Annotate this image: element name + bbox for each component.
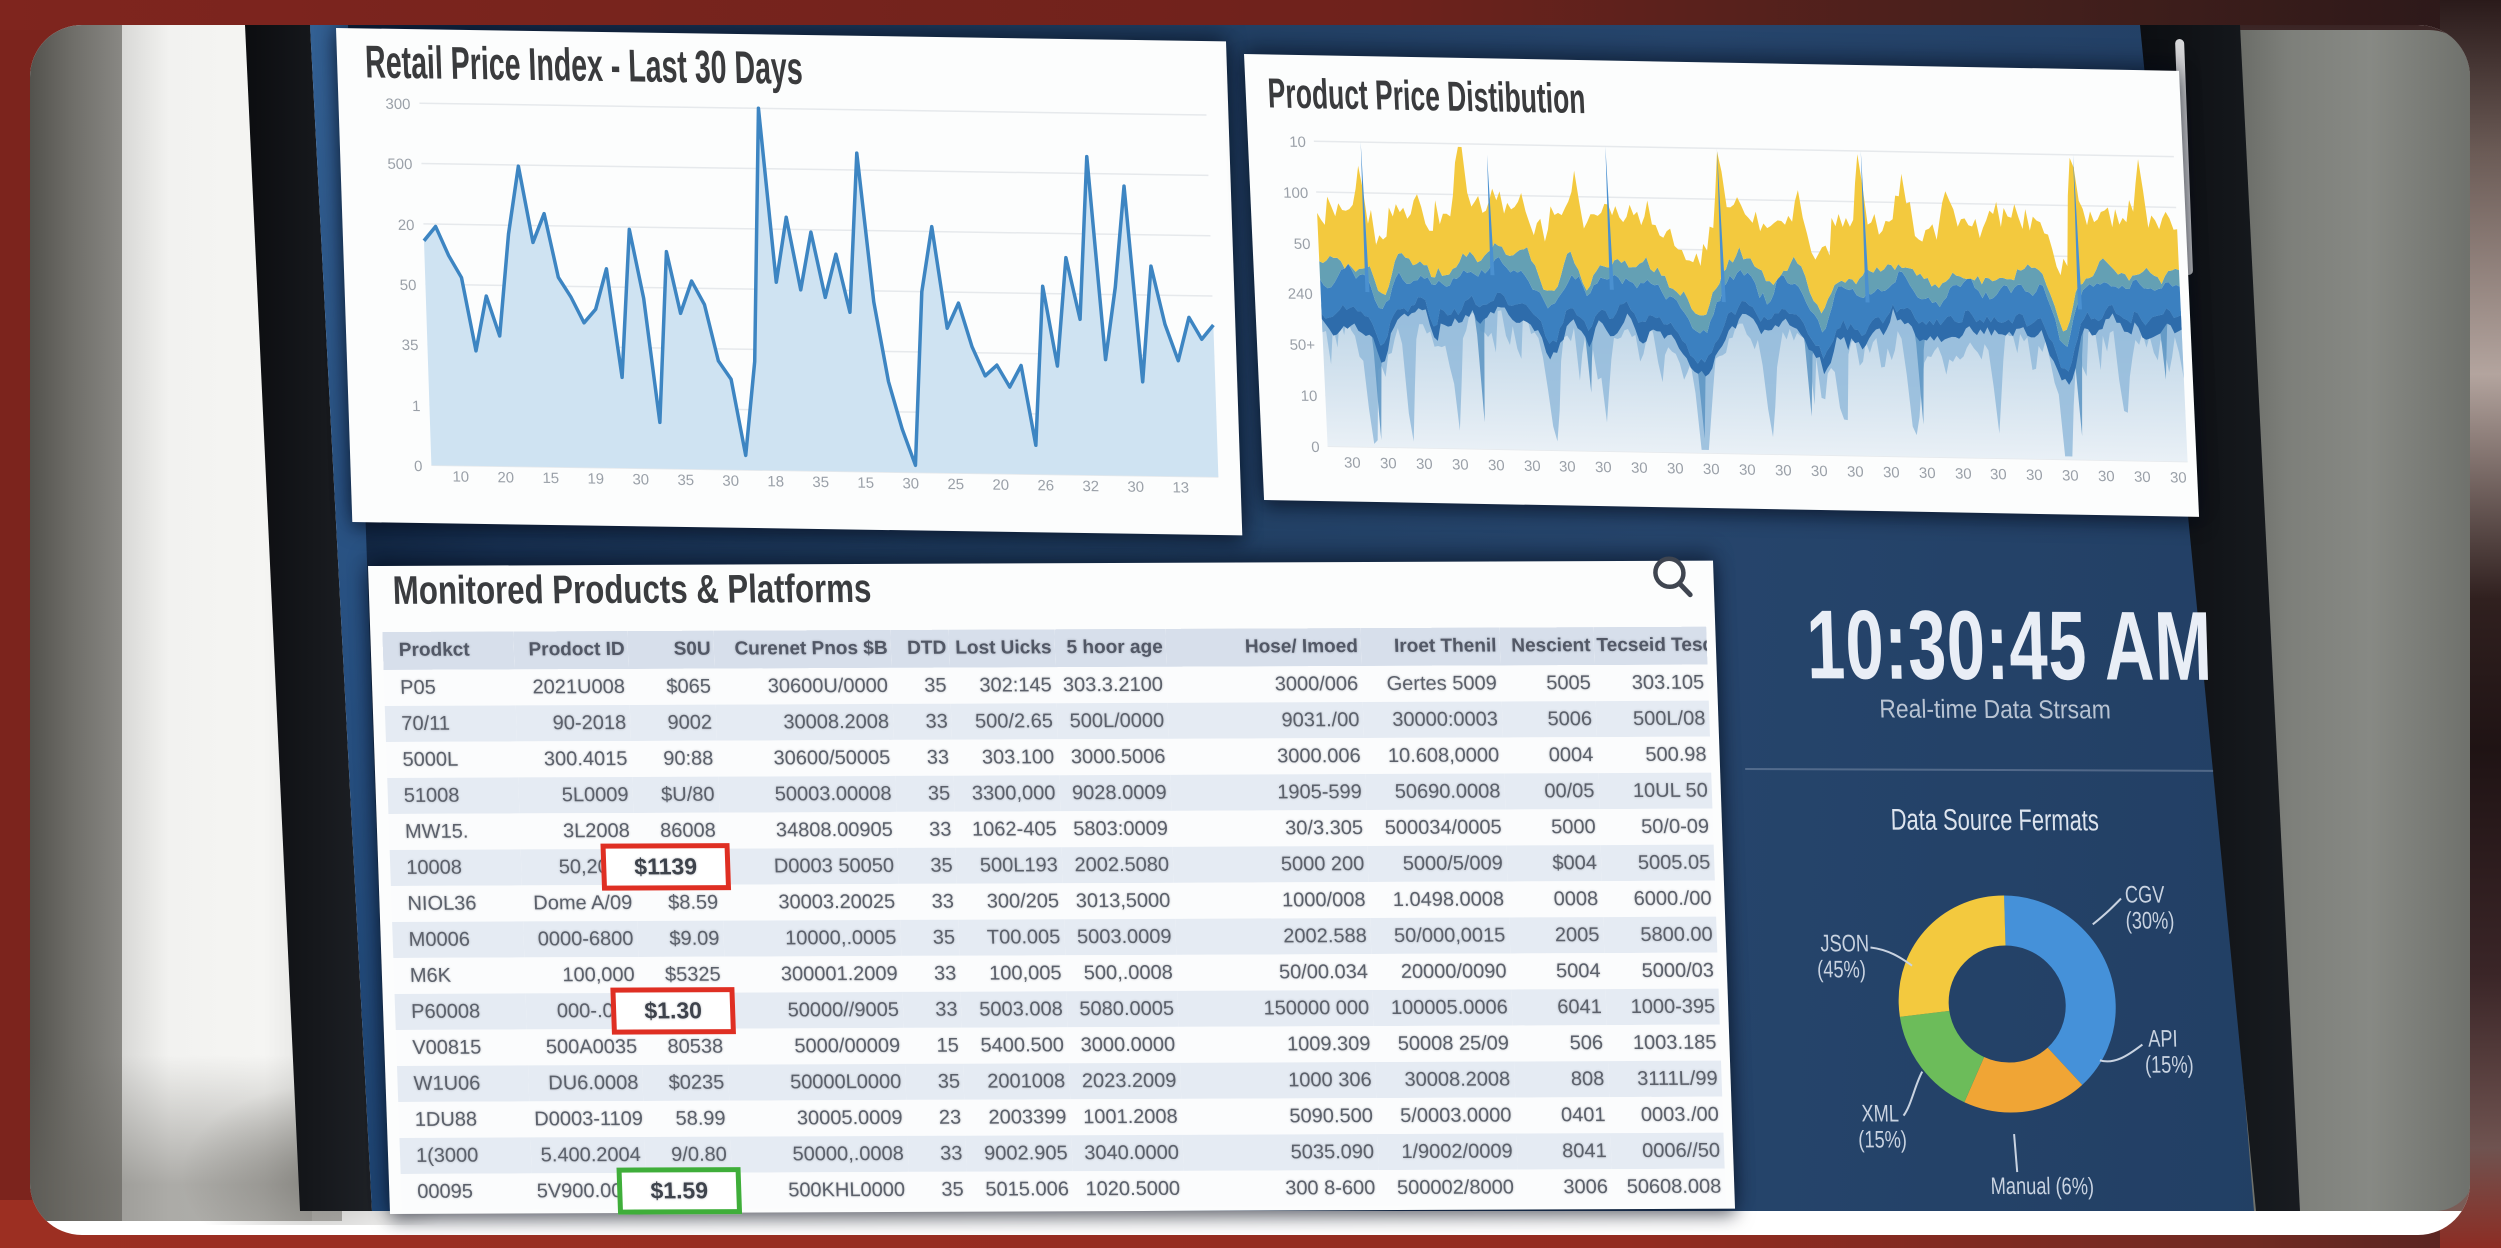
svg-text:18: 18 <box>767 473 784 490</box>
svg-text:35: 35 <box>401 337 418 354</box>
svg-text:300: 300 <box>385 96 411 113</box>
svg-text:30: 30 <box>2098 468 2115 485</box>
svg-text:20: 20 <box>497 469 514 486</box>
svg-text:30: 30 <box>2026 467 2043 484</box>
svg-text:(30%): (30%) <box>2125 907 2174 934</box>
svg-text:30: 30 <box>1990 466 2007 483</box>
svg-text:35: 35 <box>812 474 829 491</box>
svg-text:30: 30 <box>1955 465 1972 482</box>
svg-text:30: 30 <box>1559 458 1576 475</box>
svg-text:30: 30 <box>1811 463 1828 480</box>
svg-text:30: 30 <box>2134 469 2151 486</box>
svg-text:20: 20 <box>398 217 415 234</box>
svg-text:30: 30 <box>722 473 739 490</box>
svg-text:35: 35 <box>677 472 694 489</box>
svg-text:19: 19 <box>587 471 604 488</box>
svg-text:13: 13 <box>1172 479 1189 496</box>
svg-text:30: 30 <box>1883 464 1900 481</box>
svg-text:25: 25 <box>947 476 964 493</box>
svg-text:Manual (6%): Manual (6%) <box>1990 1173 2094 1200</box>
svg-text:50: 50 <box>400 277 417 294</box>
svg-text:30: 30 <box>1344 454 1361 471</box>
svg-text:26: 26 <box>1037 477 1054 494</box>
svg-text:(15%): (15%) <box>2145 1051 2194 1078</box>
svg-text:30: 30 <box>1488 457 1505 474</box>
svg-text:32: 32 <box>1082 478 1099 495</box>
svg-text:30: 30 <box>1416 456 1433 473</box>
svg-text:10: 10 <box>1289 134 1306 151</box>
svg-text:10: 10 <box>452 469 469 486</box>
svg-text:30: 30 <box>1703 461 1720 478</box>
svg-text:30: 30 <box>1667 460 1684 477</box>
svg-text:30: 30 <box>1524 458 1541 475</box>
svg-text:0: 0 <box>414 458 423 475</box>
svg-text:0: 0 <box>1311 439 1320 456</box>
svg-text:API: API <box>2148 1025 2178 1052</box>
svg-text:20: 20 <box>992 477 1009 494</box>
svg-text:1: 1 <box>412 398 421 415</box>
svg-text:30: 30 <box>2170 469 2187 486</box>
svg-text:30: 30 <box>902 475 919 492</box>
svg-text:30: 30 <box>1739 462 1756 479</box>
svg-text:(15%): (15%) <box>1858 1126 1907 1153</box>
svg-text:50+: 50+ <box>1289 337 1315 354</box>
svg-text:100: 100 <box>1283 185 1309 202</box>
svg-text:XML: XML <box>1861 1100 1899 1127</box>
svg-text:50: 50 <box>1293 236 1310 253</box>
svg-text:30: 30 <box>632 471 649 488</box>
svg-text:30: 30 <box>1847 464 1864 481</box>
svg-text:30: 30 <box>1127 479 1144 496</box>
svg-text:15: 15 <box>857 475 874 492</box>
svg-text:30: 30 <box>1380 455 1397 472</box>
svg-text:30: 30 <box>2062 467 2079 484</box>
svg-text:30: 30 <box>1919 465 1936 482</box>
svg-text:30: 30 <box>1452 456 1469 473</box>
svg-text:CGV: CGV <box>2124 881 2165 908</box>
svg-text:15: 15 <box>542 470 559 487</box>
svg-text:500: 500 <box>387 156 413 173</box>
svg-text:(45%): (45%) <box>1817 956 1866 983</box>
svg-text:240: 240 <box>1287 286 1313 303</box>
svg-text:30: 30 <box>1631 460 1648 477</box>
svg-text:30: 30 <box>1595 459 1612 476</box>
svg-text:10: 10 <box>1300 388 1317 405</box>
svg-text:JSON: JSON <box>1820 930 1869 957</box>
svg-text:30: 30 <box>1775 462 1792 479</box>
